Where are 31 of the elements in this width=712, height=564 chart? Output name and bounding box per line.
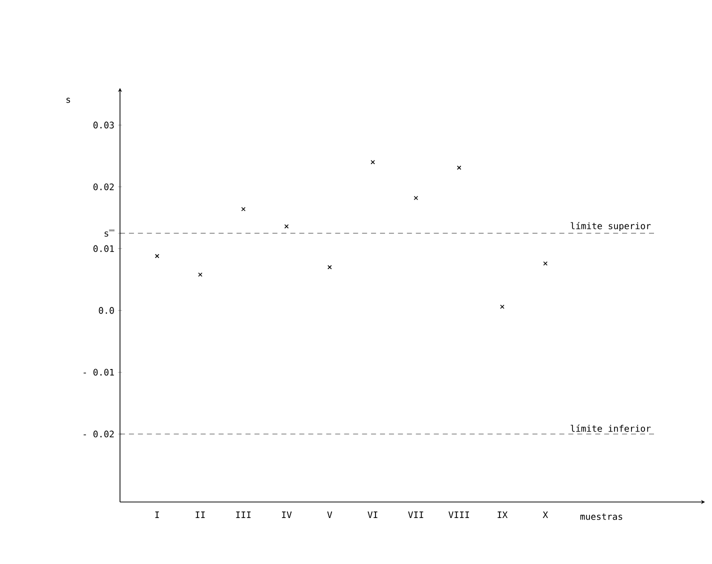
x-tick-label: VII xyxy=(408,512,424,518)
point xyxy=(370,160,375,164)
point xyxy=(500,304,504,309)
point xyxy=(154,254,160,258)
point xyxy=(414,196,418,200)
y-tick-label: - 0.02 xyxy=(84,430,114,438)
y-tick-label: 0.01 xyxy=(93,245,114,252)
ref-line-label: límite superior xyxy=(570,222,651,232)
x-tick-label: VIII xyxy=(448,512,470,518)
x-tick-label: I xyxy=(155,512,159,518)
y-axis-title: s xyxy=(66,98,70,103)
y-tick-label: - 0.01 xyxy=(84,368,114,376)
y-tick-label: 0.03 xyxy=(93,122,114,128)
point xyxy=(241,206,246,212)
y-tick-label: 0.0 xyxy=(98,307,114,314)
x-tick-label: X xyxy=(542,512,548,518)
x-tick-label: IX xyxy=(498,512,508,518)
x-tick-label: V xyxy=(327,512,332,518)
x-tick-label: VI xyxy=(368,512,378,518)
x-tick-label: III xyxy=(236,512,251,518)
y-tick-label: 0.02 xyxy=(93,183,114,190)
y-tick-label: s̿ xyxy=(104,230,114,237)
x-axis-title: muestras xyxy=(580,513,622,520)
point xyxy=(284,224,289,229)
point xyxy=(543,261,548,266)
ref-line-label: límite inferior xyxy=(570,424,651,432)
point xyxy=(198,272,202,277)
x-tick-label: IV xyxy=(282,512,292,518)
x-tick-label: II xyxy=(196,512,205,518)
point xyxy=(456,166,462,170)
point xyxy=(328,265,332,270)
